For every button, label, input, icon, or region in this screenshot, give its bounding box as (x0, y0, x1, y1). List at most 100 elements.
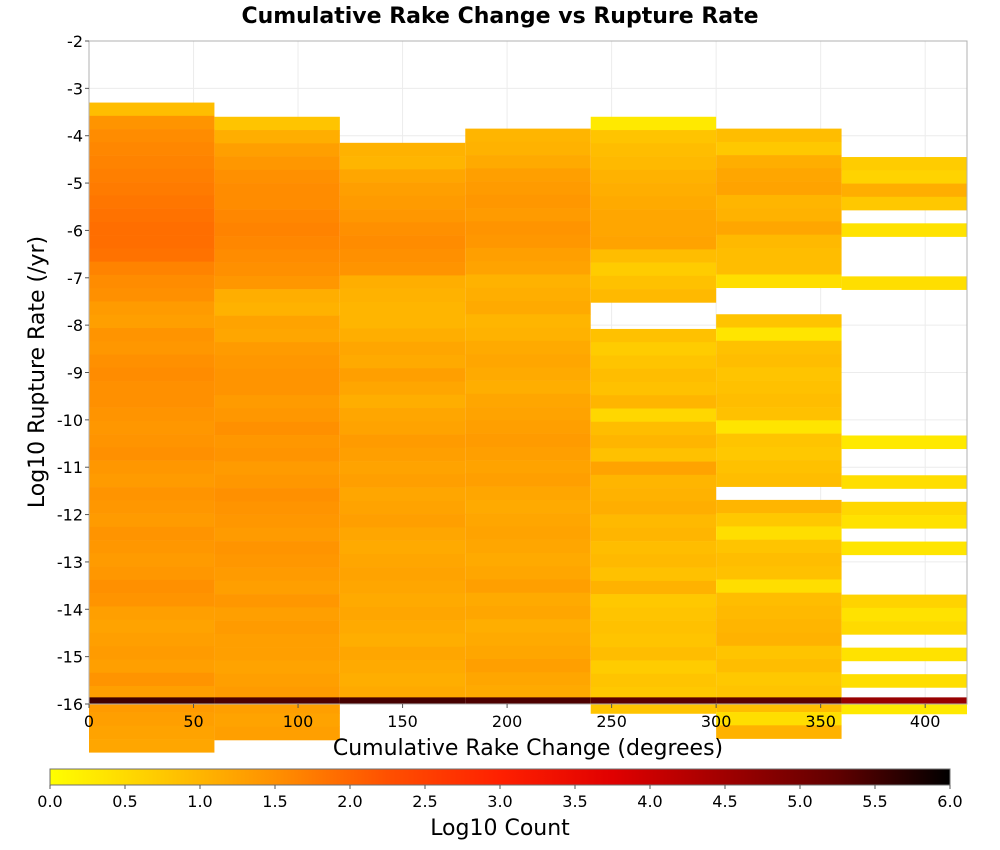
heatmap-cell (465, 354, 591, 368)
heatmap-cell (89, 314, 215, 329)
heatmap-cell (89, 526, 215, 541)
heatmap-cell (339, 195, 466, 210)
heatmap-cell (716, 380, 842, 395)
heatmap-cell (89, 248, 215, 262)
heatmap-cell (841, 223, 967, 237)
y-tick-label: -12 (57, 506, 83, 525)
y-tick-label: -2 (67, 32, 83, 51)
heatmap-cell (214, 620, 340, 635)
heatmap-cell (214, 342, 340, 356)
heatmap-cell (465, 539, 591, 554)
colorbar: 0.0 0.5 1.0 1.5 2.0 2.5 3.0 3.5 4.0 4.5 5.0 5.5 6.0 … (37, 768, 963, 841)
heatmap-cell (590, 514, 717, 529)
heatmap-cell (590, 222, 717, 237)
heatmap-cell (841, 594, 967, 609)
heatmap-cell (465, 221, 591, 235)
heatmap-cell (214, 647, 340, 661)
heatmap-cell (339, 474, 466, 488)
heatmap-cell (716, 155, 842, 169)
heatmap-cell (214, 461, 340, 476)
colorbar-label: Log10 Count (430, 816, 570, 841)
heatmap-cell (89, 513, 215, 528)
heatmap-cell (590, 169, 717, 184)
heatmap-cell (590, 196, 717, 210)
heatmap-cell (339, 421, 466, 435)
heatmap-cell (716, 473, 842, 487)
y-tick-label: -6 (67, 221, 83, 240)
heatmap-cell (214, 289, 340, 303)
heatmap-cell (590, 474, 717, 489)
heatmap-cell (841, 196, 967, 211)
heatmap-cell (339, 381, 466, 396)
colorbar-tick-label: 1.0 (187, 792, 212, 811)
heatmap-cell (841, 276, 967, 290)
heatmap-cell (465, 155, 591, 169)
heatmap-cell (465, 194, 591, 209)
heatmap-cell (716, 526, 842, 540)
heatmap-cell (339, 328, 466, 343)
heatmap-cell (214, 355, 340, 370)
heatmap-cell (590, 289, 717, 303)
heatmap-cell (590, 660, 717, 674)
heatmap-cell (339, 673, 466, 687)
heatmap-cell (465, 168, 591, 182)
heatmap-cell (339, 248, 466, 263)
heatmap-cell (841, 183, 967, 198)
heatmap-cell (590, 697, 717, 705)
heatmap-cell (214, 116, 340, 131)
heatmap-cell (339, 354, 466, 369)
heatmap-cell (465, 261, 591, 275)
heatmap-cell (590, 408, 717, 423)
heatmap-cell (89, 434, 215, 448)
heatmap-cell (89, 540, 215, 554)
heatmap-cell (716, 446, 842, 461)
heatmap-cell (214, 156, 340, 171)
heatmap-cell (716, 128, 842, 143)
heatmap-cell (89, 367, 215, 382)
heatmap-cell (590, 143, 717, 157)
heatmap-cells (89, 102, 967, 753)
heatmap-cell (214, 697, 340, 705)
heatmap-cell (214, 328, 340, 343)
heatmap-cell (716, 725, 842, 739)
heatmap-cell (465, 314, 591, 328)
heatmap-cell (89, 341, 215, 355)
heatmap-cell (214, 236, 340, 250)
heatmap-cell (339, 156, 466, 170)
heatmap-cell (590, 673, 717, 688)
heatmap-cell (214, 143, 340, 157)
heatmap-cell (339, 620, 466, 634)
heatmap-cell (339, 368, 466, 382)
colorbar-tick-label: 0.5 (112, 792, 137, 811)
heatmap-cell (214, 607, 340, 621)
heatmap-cell (716, 619, 842, 633)
heatmap-cell (465, 247, 591, 262)
heatmap-cell (339, 553, 466, 568)
heatmap-cell (339, 142, 466, 157)
x-tick-label: 300 (701, 712, 732, 731)
heatmap-cell (590, 368, 717, 383)
heatmap-cell (841, 515, 967, 529)
colorbar-tick-label: 6.0 (937, 792, 962, 811)
heatmap-cell (465, 393, 591, 408)
heatmap-cell (716, 367, 842, 381)
heatmap-cell (214, 196, 340, 210)
heatmap-cell (841, 647, 967, 662)
heatmap-cell (716, 181, 842, 196)
heatmap-cell (89, 208, 215, 223)
heatmap-cell (89, 235, 215, 249)
heatmap-cell (89, 500, 215, 514)
heatmap-cell (214, 275, 340, 290)
x-tick-label: 0 (84, 712, 94, 731)
heatmap-cell (590, 501, 717, 515)
heatmap-cell (214, 169, 340, 184)
heatmap-cell (590, 156, 717, 171)
heatmap-cell (716, 247, 842, 262)
heatmap-cell (590, 607, 717, 621)
heatmap-cell (590, 249, 717, 263)
heatmap-cell (841, 475, 967, 489)
heatmap-cell (89, 487, 215, 501)
heatmap-cell (841, 541, 967, 556)
colorbar-tick-label: 5.0 (787, 792, 812, 811)
heatmap-cell (339, 209, 466, 223)
